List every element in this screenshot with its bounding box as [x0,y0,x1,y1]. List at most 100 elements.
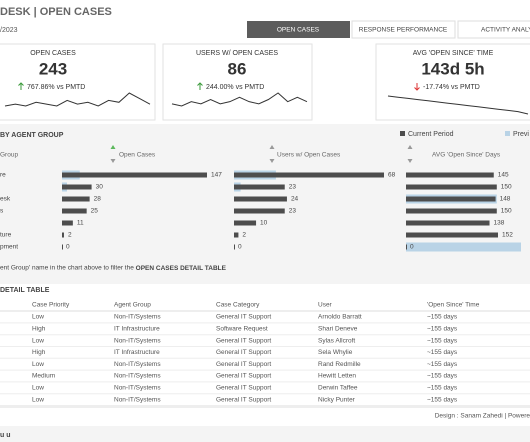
trend-arrow [414,83,420,91]
bar-label: 0 [238,244,242,251]
table-cell: Low [32,314,44,321]
current-bar[interactable] [62,220,73,226]
kpi-label: OPEN CASES [30,50,76,57]
sparkline [4,92,151,107]
bar-label: 10 [260,220,268,227]
table-cell: ~155 days [427,326,458,333]
table-cell: Hewitt Letten [318,373,356,380]
previous-bar [406,242,521,252]
legend-swatch [400,131,405,136]
sort-down[interactable] [269,159,275,163]
column-header: AVG 'Open Since' Days [432,152,501,159]
current-bar[interactable] [406,172,494,178]
note-bold: OPEN CASES DETAIL TABLE [136,265,227,272]
current-bar[interactable] [62,244,63,250]
table-header: Agent Group [114,302,151,309]
current-bar[interactable] [406,244,407,250]
current-bar[interactable] [62,172,207,178]
table-cell: Rand Redmille [318,361,361,368]
row-label: s [0,208,4,215]
date: /2023 [0,27,18,34]
current-bar[interactable] [234,184,285,190]
current-bar[interactable] [406,184,497,190]
table-cell: Low [32,361,44,368]
current-bar[interactable] [406,196,496,202]
footer: Design : Sanam Zahedi | Powere [435,413,530,420]
sort-up[interactable] [269,145,275,149]
table-header: User [318,302,333,309]
bar-label: 28 [94,196,102,203]
bar-label: 150 [501,208,512,215]
table-cell: Medium [32,373,55,380]
bar-label: 152 [502,232,513,239]
current-bar[interactable] [234,208,285,214]
tab-label: RESPONSE PERFORMANCE [359,27,448,34]
legend-label: Current Period [408,131,454,138]
table-cell: ~155 days [427,361,458,368]
table-cell: Shari Deneve [318,326,358,333]
current-bar[interactable] [234,220,257,226]
current-bar[interactable] [62,232,64,238]
table-cell: ~155 days [427,314,458,321]
bar-label: 25 [91,208,99,215]
bar-label: 2 [68,232,72,239]
bar-label: 148 [500,196,511,203]
current-bar[interactable] [62,184,92,190]
sparkline [387,95,529,115]
table-cell: Non-IT/Systems [114,361,161,368]
sort-up[interactable] [110,145,116,149]
current-bar[interactable] [234,196,287,202]
trend-arrow [197,82,203,90]
bar-label: 23 [289,184,297,191]
kpi-change: 244.00% vs PMTD [206,84,264,91]
table-cell: ~155 days [427,337,458,344]
table-header: Case Category [216,302,260,309]
row-label: ture [0,232,12,239]
current-bar[interactable] [406,220,490,226]
bottom-text: u u [0,432,11,439]
kpi-change: 767.86% vs PMTD [27,84,85,91]
row-label: re [0,172,6,179]
sort-down[interactable] [110,159,116,163]
table-cell: Sela Whylie [318,349,353,356]
bar-label: 23 [289,208,297,215]
table-cell: ~155 days [427,349,458,356]
bar-label: 138 [494,220,505,227]
table-cell: Derwin Taffee [318,385,358,392]
current-bar[interactable] [62,196,90,202]
kpi-change: -17.74% vs PMTD [423,84,480,91]
table-cell: IT Infrastructure [114,326,160,333]
legend-swatch [505,131,510,136]
current-bar[interactable] [406,232,498,238]
sort-up[interactable] [407,145,413,149]
table-cell: Arnoldo Barratt [318,314,362,321]
table-cell: High [32,326,46,333]
column-header: Group [0,152,18,159]
table-header: 'Open Since' Time [427,302,480,309]
tab[interactable] [247,21,350,38]
current-bar[interactable] [234,232,239,238]
column-header: Open Cases [119,152,156,159]
table-cell: General IT Support [216,314,271,321]
row-label: esk [0,196,11,203]
bar-label: 145 [498,172,509,179]
current-bar[interactable] [406,208,497,214]
table-cell: ~155 days [427,385,458,392]
trend-arrow [18,82,24,90]
table-cell: Sylas Allcroft [318,337,355,344]
table-cell: General IT Support [216,337,271,344]
current-bar[interactable] [62,208,87,214]
sparkline [171,92,308,107]
bar-label: 0 [410,244,414,251]
table-cell: Non-IT/Systems [114,337,161,344]
kpi-value: 243 [39,59,67,78]
current-bar[interactable] [234,244,235,250]
kpi-value: 86 [228,59,247,78]
bar-label: 0 [66,244,70,251]
tab[interactable] [457,20,530,39]
table-cell: ~155 days [427,396,458,403]
tab[interactable] [351,20,456,39]
bar-label: 68 [388,172,396,179]
current-bar[interactable] [234,172,384,178]
sort-down[interactable] [407,159,413,163]
